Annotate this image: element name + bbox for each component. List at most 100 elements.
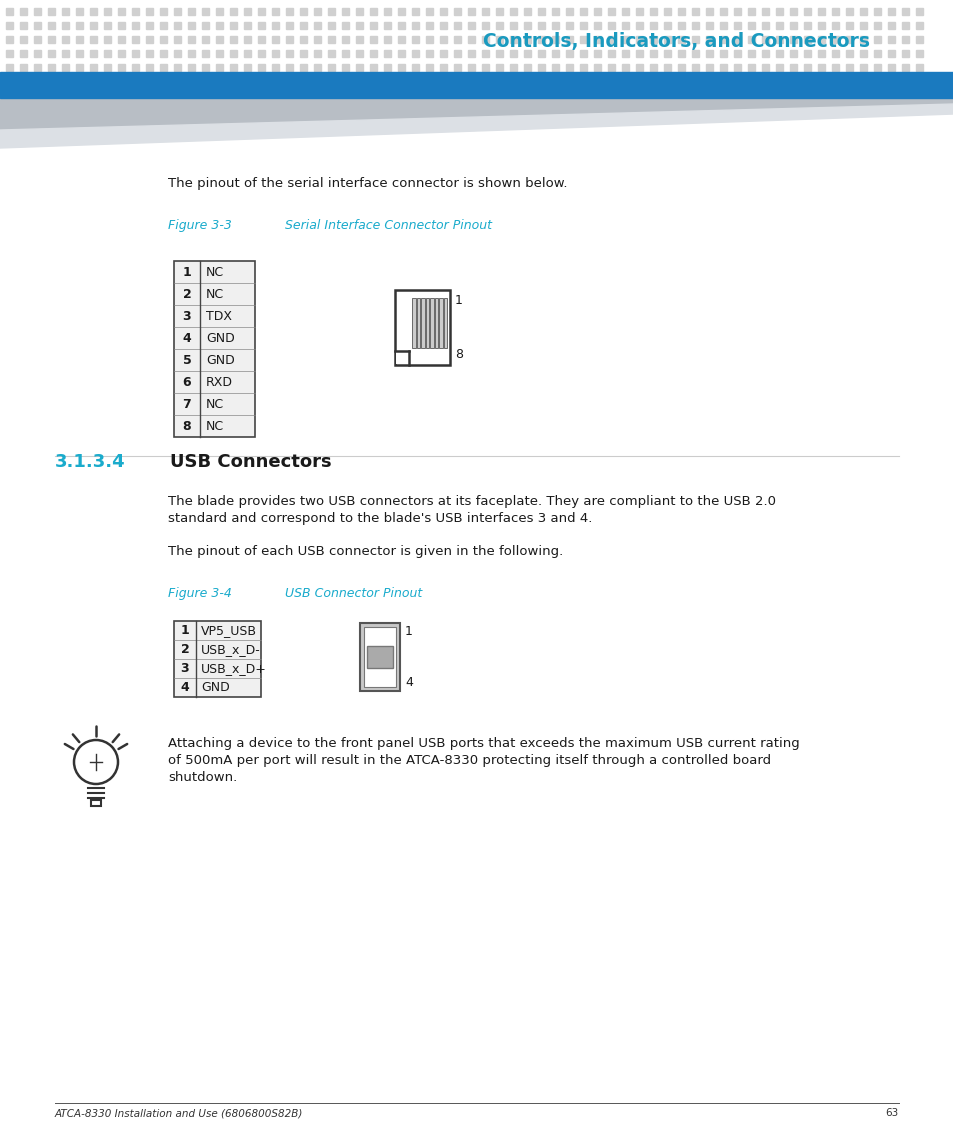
Bar bbox=[20, 35, 27, 44]
Bar bbox=[636, 22, 642, 29]
Bar bbox=[594, 35, 600, 44]
Bar bbox=[761, 22, 768, 29]
Bar bbox=[537, 22, 544, 29]
Bar bbox=[789, 50, 796, 57]
Bar bbox=[146, 64, 152, 71]
Text: shutdown.: shutdown. bbox=[168, 771, 237, 784]
Bar bbox=[314, 8, 320, 15]
Bar bbox=[118, 50, 125, 57]
Bar bbox=[439, 8, 447, 15]
Bar bbox=[873, 64, 880, 71]
Text: 3.1.3.4: 3.1.3.4 bbox=[55, 453, 126, 471]
Bar bbox=[523, 35, 531, 44]
Bar bbox=[364, 627, 395, 687]
Bar bbox=[678, 50, 684, 57]
Bar bbox=[607, 64, 615, 71]
Bar bbox=[691, 22, 699, 29]
Bar bbox=[370, 64, 376, 71]
Bar bbox=[76, 50, 83, 57]
Bar bbox=[173, 22, 181, 29]
Text: The blade provides two USB connectors at its faceplate. They are compliant to th: The blade provides two USB connectors at… bbox=[168, 495, 775, 508]
Bar bbox=[831, 50, 838, 57]
Bar bbox=[663, 8, 670, 15]
Bar bbox=[636, 64, 642, 71]
Bar bbox=[636, 8, 642, 15]
Bar bbox=[412, 22, 418, 29]
Bar bbox=[412, 35, 418, 44]
Bar bbox=[873, 8, 880, 15]
Bar bbox=[412, 8, 418, 15]
Bar bbox=[552, 50, 558, 57]
Bar bbox=[733, 35, 740, 44]
Bar bbox=[831, 35, 838, 44]
Bar bbox=[705, 22, 712, 29]
Bar bbox=[76, 8, 83, 15]
Bar bbox=[230, 64, 236, 71]
Bar bbox=[523, 50, 531, 57]
Bar bbox=[272, 64, 278, 71]
Bar bbox=[468, 64, 475, 71]
Bar bbox=[523, 8, 531, 15]
Bar bbox=[678, 8, 684, 15]
Bar bbox=[775, 22, 782, 29]
Bar bbox=[817, 64, 824, 71]
Bar bbox=[733, 22, 740, 29]
Bar bbox=[579, 22, 586, 29]
Bar bbox=[0, 72, 953, 98]
Bar bbox=[188, 50, 194, 57]
Bar bbox=[915, 64, 923, 71]
Bar bbox=[34, 64, 41, 71]
Bar bbox=[817, 22, 824, 29]
Bar bbox=[118, 35, 125, 44]
Bar bbox=[552, 22, 558, 29]
Bar bbox=[20, 22, 27, 29]
Bar bbox=[412, 50, 418, 57]
Bar bbox=[341, 35, 349, 44]
Bar bbox=[747, 22, 754, 29]
Bar bbox=[621, 8, 628, 15]
Bar bbox=[426, 50, 433, 57]
Bar bbox=[831, 8, 838, 15]
Circle shape bbox=[74, 740, 118, 784]
Bar bbox=[817, 50, 824, 57]
Bar bbox=[649, 64, 657, 71]
Text: ATCA-8330 Installation and Use (6806800S82B): ATCA-8330 Installation and Use (6806800S… bbox=[55, 1108, 303, 1118]
Bar bbox=[90, 22, 97, 29]
Bar bbox=[747, 50, 754, 57]
Bar bbox=[48, 22, 55, 29]
Bar bbox=[439, 298, 442, 348]
Bar bbox=[705, 64, 712, 71]
Bar bbox=[160, 8, 167, 15]
Bar bbox=[720, 35, 726, 44]
Bar bbox=[579, 64, 586, 71]
Bar bbox=[188, 64, 194, 71]
Bar bbox=[173, 35, 181, 44]
Bar bbox=[845, 50, 852, 57]
Bar bbox=[132, 64, 139, 71]
Bar bbox=[859, 35, 866, 44]
Bar bbox=[104, 50, 111, 57]
Bar bbox=[34, 50, 41, 57]
Bar bbox=[789, 8, 796, 15]
Text: GND: GND bbox=[206, 354, 234, 366]
Bar bbox=[649, 50, 657, 57]
Bar bbox=[396, 352, 408, 363]
Bar bbox=[286, 8, 293, 15]
Bar bbox=[230, 50, 236, 57]
Bar bbox=[435, 298, 438, 348]
Bar bbox=[649, 35, 657, 44]
Bar bbox=[62, 8, 69, 15]
Bar bbox=[439, 35, 447, 44]
Bar bbox=[314, 35, 320, 44]
Bar bbox=[915, 22, 923, 29]
Bar bbox=[915, 50, 923, 57]
Bar bbox=[845, 64, 852, 71]
Bar bbox=[454, 35, 460, 44]
Bar bbox=[426, 298, 429, 348]
Bar bbox=[720, 8, 726, 15]
Bar bbox=[257, 8, 265, 15]
Bar bbox=[887, 22, 894, 29]
Bar bbox=[761, 64, 768, 71]
Bar bbox=[579, 50, 586, 57]
Bar bbox=[691, 50, 699, 57]
